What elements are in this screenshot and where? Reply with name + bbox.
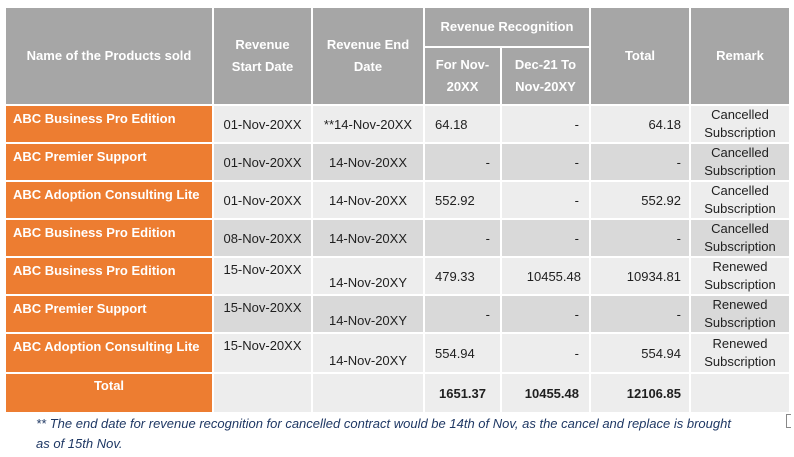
row-total: 10934.81 [589, 256, 691, 296]
table-row: ABC Business Pro Edition 08-Nov-20XX 14-… [4, 218, 791, 258]
header-dec-to-nov: Dec-21 To Nov-20XY [500, 46, 591, 106]
start-date: 15-Nov-20XX [212, 256, 313, 296]
revenue-table: Name of the Products sold Revenue Start … [4, 6, 791, 414]
row-total: 552.92 [589, 180, 691, 220]
dec-to-nov-value: - [500, 218, 591, 258]
remark: Renewed Subscription [689, 332, 791, 374]
table-row: ABC Premier Support 01-Nov-20XX 14-Nov-2… [4, 142, 791, 182]
header-remark: Remark [689, 6, 791, 106]
end-date: 14-Nov-20XY [311, 256, 425, 296]
remark: Renewed Subscription [689, 256, 791, 296]
product-name: ABC Business Pro Edition [4, 104, 214, 144]
footnote: ** The end date for revenue recognition … [36, 416, 731, 451]
for-nov-value: 64.18 [423, 104, 502, 144]
header-start-date: Revenue Start Date [212, 6, 313, 106]
product-name: ABC Adoption Consulting Lite [4, 332, 214, 374]
header-revenue-recognition: Revenue Recognition [423, 6, 591, 48]
end-date: **14-Nov-20XX [311, 104, 425, 144]
product-name: ABC Business Pro Edition [4, 256, 214, 296]
end-date: 14-Nov-20XY [311, 332, 425, 374]
empty-cell [212, 372, 313, 414]
row-total: - [589, 218, 691, 258]
total-for-nov: 1651.37 [423, 372, 502, 414]
dec-to-nov-value: - [500, 332, 591, 374]
table-row: ABC Adoption Consulting Lite 01-Nov-20XX… [4, 180, 791, 220]
total-dec-to-nov: 10455.48 [500, 372, 591, 414]
total-label: Total [4, 372, 214, 414]
for-nov-value: 479.33 [423, 256, 502, 296]
header-total: Total [589, 6, 691, 106]
end-date: 14-Nov-20XY [311, 294, 425, 334]
grand-total: 12106.85 [589, 372, 691, 414]
end-date: 14-Nov-20XX [311, 142, 425, 182]
start-date: 01-Nov-20XX [212, 142, 313, 182]
empty-cell [689, 372, 791, 414]
header-product: Name of the Products sold [4, 6, 214, 106]
remark: Cancelled Subscription [689, 218, 791, 258]
totals-row: Total 1651.37 10455.48 12106.85 [4, 372, 791, 414]
remark: Cancelled Subscription [689, 104, 791, 144]
row-total: - [589, 142, 691, 182]
product-name: ABC Premier Support [4, 294, 214, 334]
row-total: 64.18 [589, 104, 691, 144]
start-date: 15-Nov-20XX [212, 294, 313, 334]
dec-to-nov-value: - [500, 104, 591, 144]
header-for-nov: For Nov-20XX [423, 46, 502, 106]
empty-cell [311, 372, 425, 414]
start-date: 01-Nov-20XX [212, 104, 313, 144]
table-row: ABC Business Pro Edition 01-Nov-20XX **1… [4, 104, 791, 144]
product-name: ABC Business Pro Edition [4, 218, 214, 258]
bracket-mark [786, 414, 791, 428]
dec-to-nov-value: - [500, 142, 591, 182]
table-row: ABC Adoption Consulting Lite 15-Nov-20XX… [4, 332, 791, 374]
for-nov-value: - [423, 142, 502, 182]
for-nov-value: 552.92 [423, 180, 502, 220]
for-nov-value: 554.94 [423, 332, 502, 374]
header-end-date: Revenue End Date [311, 6, 425, 106]
table-row: ABC Premier Support 15-Nov-20XX 14-Nov-2… [4, 294, 791, 334]
for-nov-value: - [423, 294, 502, 334]
row-total: 554.94 [589, 332, 691, 374]
dec-to-nov-value: - [500, 294, 591, 334]
start-date: 08-Nov-20XX [212, 218, 313, 258]
dec-to-nov-value: - [500, 180, 591, 220]
dec-to-nov-value: 10455.48 [500, 256, 591, 296]
end-date: 14-Nov-20XX [311, 218, 425, 258]
start-date: 15-Nov-20XX [212, 332, 313, 374]
product-name: ABC Premier Support [4, 142, 214, 182]
row-total: - [589, 294, 691, 334]
start-date: 01-Nov-20XX [212, 180, 313, 220]
remark: Renewed Subscription [689, 294, 791, 334]
end-date: 14-Nov-20XX [311, 180, 425, 220]
remark: Cancelled Subscription [689, 180, 791, 220]
for-nov-value: - [423, 218, 502, 258]
table-row: ABC Business Pro Edition 15-Nov-20XX 14-… [4, 256, 791, 296]
product-name: ABC Adoption Consulting Lite [4, 180, 214, 220]
remark: Cancelled Subscription [689, 142, 791, 182]
